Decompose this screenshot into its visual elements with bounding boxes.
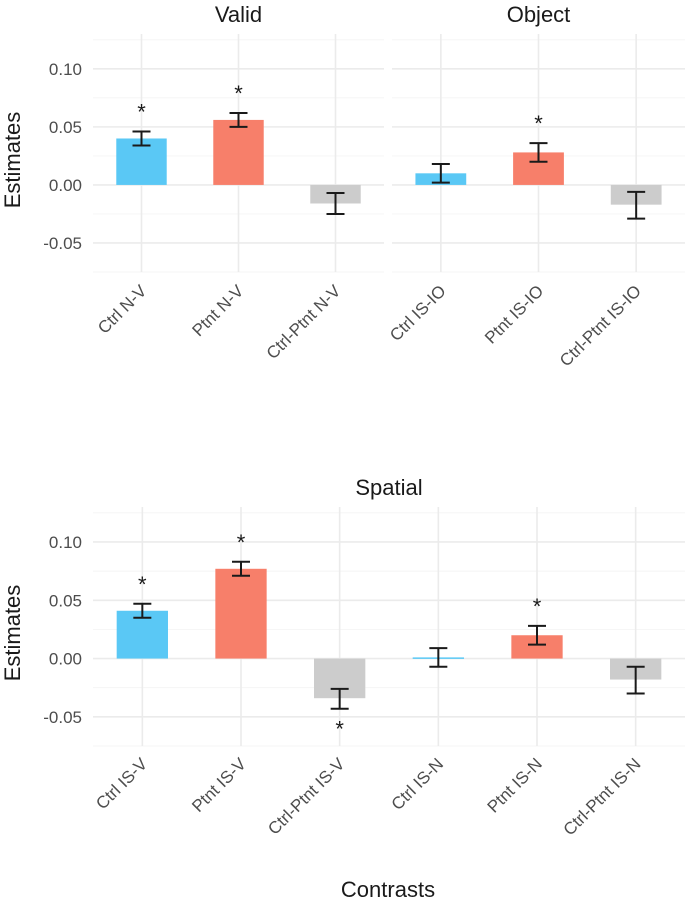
panel-object: Object Ctrl IS-IO * Ptnt IS-IO Ctrl-Ptnt IS-… (386, 2, 685, 370)
bar-ptnt (215, 568, 267, 659)
x-tick-label: Ctrl-Ptnt IS-IO (556, 281, 645, 370)
panel-title: Valid (215, 2, 262, 27)
y-tick-label: -0.05 (43, 234, 82, 253)
error-bar (528, 624, 546, 646)
error-bar (330, 687, 349, 710)
error-bar (232, 560, 250, 577)
x-tick-label: Ptnt IS-V (188, 754, 250, 816)
y-tick-label: 0.10 (49, 533, 82, 552)
error-bar (529, 142, 548, 163)
error-bar (429, 647, 448, 668)
panel-spatial: Spatial 0.10 0.05 0.00 -0.05 * Ctrl IS-V * Ptnt … (43, 475, 685, 839)
x-tick-label: Ptnt N-V (188, 281, 247, 340)
panel-title: Object (507, 2, 571, 27)
x-axis-title: Contrasts (341, 877, 435, 902)
x-tick-label: Ctrl-Ptnt IS-V (264, 754, 349, 839)
panel-valid: Valid 0.10 0.05 0.00 -0.05 * Ctrl N-V * Ptnt N-V… (43, 2, 384, 363)
significance-marker: * (137, 100, 146, 125)
significance-marker: * (335, 717, 344, 742)
x-tick-label: Ctrl IS-V (92, 754, 151, 813)
error-bar (229, 111, 248, 128)
error-bar (626, 665, 645, 695)
y-tick-label: 0.00 (49, 176, 82, 195)
y-tick-label: -0.05 (43, 708, 82, 727)
error-bar (431, 163, 450, 184)
significance-marker: * (534, 111, 543, 136)
y-tick-label: 0.05 (49, 118, 82, 137)
y-tick-label: 0.00 (49, 650, 82, 669)
x-tick-label: Ptnt IS-IO (481, 281, 547, 347)
x-tick-label: Ctrl N-V (94, 281, 151, 338)
y-tick-label: 0.10 (49, 60, 82, 79)
y-axis-title-top: Estimates (0, 112, 25, 209)
x-tick-label: Ctrl IS-IO (386, 281, 450, 345)
bar-ptnt (511, 635, 563, 659)
error-bar (627, 190, 646, 220)
error-bar (326, 192, 345, 215)
significance-marker: * (237, 530, 246, 555)
y-axis-title-bottom: Estimates (0, 585, 25, 682)
x-tick-label: Ctrl-Ptnt IS-N (560, 754, 645, 839)
x-tick-label: Ctrl-Ptnt N-V (263, 281, 345, 363)
bar-ptnt (213, 119, 264, 185)
x-tick-label: Ctrl IS-N (388, 754, 448, 814)
significance-marker: * (138, 572, 147, 597)
significance-marker: * (234, 81, 243, 106)
x-tick-label: Ptnt IS-N (484, 754, 546, 816)
error-bar (132, 130, 151, 147)
significance-marker: * (533, 594, 542, 619)
error-bar (133, 602, 152, 619)
panel-title: Spatial (355, 475, 422, 500)
y-tick-label: 0.05 (49, 591, 82, 610)
